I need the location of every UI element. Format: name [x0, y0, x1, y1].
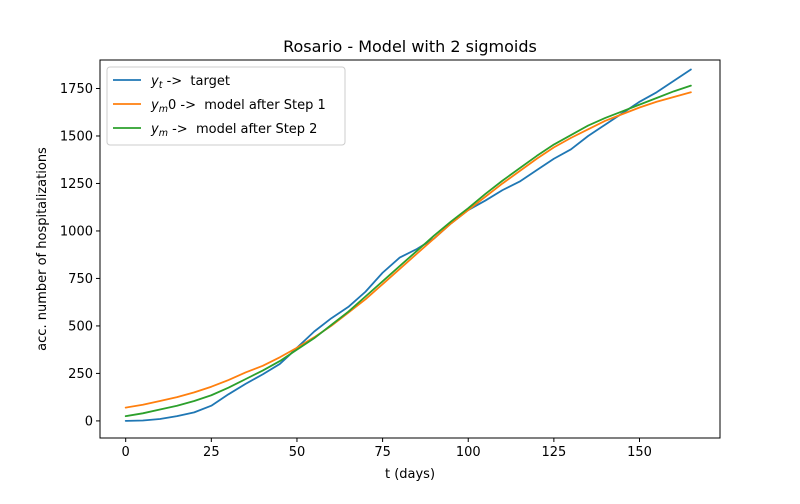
legend-label-base: y: [150, 98, 159, 113]
x-axis-ticks: 0 25 50 75 100 125 150: [122, 438, 652, 460]
legend-item: ym0 -> model after Step 1: [113, 98, 326, 115]
legend-box: [106, 66, 346, 146]
legend-label-text: 0 -> model after Step 1: [168, 98, 326, 113]
x-tick-label: 125: [541, 445, 566, 460]
legend-label-subscript: m: [159, 128, 168, 139]
plot-area: [124, 68, 692, 422]
chart-title: Rosario - Model with 2 sigmoids: [283, 37, 537, 56]
legend-label-subscript: t: [159, 80, 164, 91]
y-tick-label: 1250: [60, 177, 93, 192]
legend-label: ym -> model after Step 2: [150, 122, 317, 139]
legend-label-text: -> model after Step 2: [168, 122, 317, 137]
y-tick-label: 0: [85, 414, 93, 429]
x-axis-label: t (days): [385, 467, 435, 482]
legend-label-subscript: m: [159, 104, 168, 115]
x-tick-label: 100: [456, 445, 481, 460]
legend-label: ym0 -> model after Step 1: [150, 98, 326, 115]
y-tick-label: 1750: [60, 82, 93, 97]
y-tick-label: 500: [68, 319, 93, 334]
y-axis-label: acc. number of hospitalizations: [35, 147, 50, 351]
y-tick-label: 1500: [60, 129, 93, 144]
y-tick-label: 1000: [60, 224, 93, 239]
y-axis-ticks: 0 250 500 750 1000 1250 1500 1750: [60, 82, 100, 429]
legend-label: yt -> target: [150, 74, 230, 91]
legend-label-base: y: [150, 122, 159, 137]
legend-item: ym -> model after Step 2: [113, 122, 317, 139]
x-tick-label: 75: [374, 445, 391, 460]
x-tick-label: 50: [289, 445, 306, 460]
legend-label-base: y: [150, 74, 159, 89]
y-tick-label: 250: [68, 367, 93, 382]
plot-frame: [99, 59, 721, 439]
y-tick-label: 750: [68, 272, 93, 287]
x-tick-label: 0: [122, 445, 130, 460]
x-tick-label: 150: [627, 445, 652, 460]
legend-item: yt -> target: [113, 74, 230, 91]
series-line-t-0: [124, 68, 692, 422]
x-tick-label: 25: [203, 445, 220, 460]
series-line-m0-1: [124, 91, 692, 409]
legend-label-text: -> target: [162, 74, 230, 89]
series-line-m-2: [124, 84, 692, 418]
